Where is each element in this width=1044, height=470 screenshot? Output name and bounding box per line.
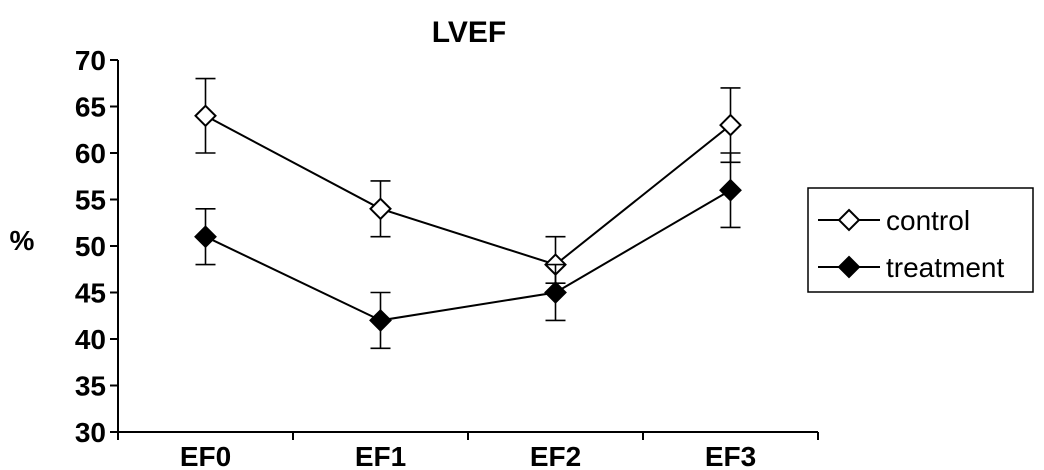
series-treatment [194, 152, 742, 350]
legend-label-control: control [886, 205, 970, 236]
y-tick-label-60: 60 [75, 138, 106, 169]
y-tick-label-45: 45 [75, 278, 106, 309]
x-tick-label-ef2: EF2 [530, 441, 581, 470]
x-tick-label-ef1: EF1 [355, 441, 406, 470]
series-layer [194, 77, 742, 350]
x-axis-ticks: EF0 EF1 EF2 EF3 [117, 432, 819, 470]
y-axis-label: % [10, 225, 35, 256]
legend-marker-treatment [837, 255, 861, 279]
series-line-treatment [205, 189, 732, 322]
y-tick-label-65: 65 [75, 92, 106, 123]
marker-treatment-ef3 [719, 178, 742, 202]
marker-control-ef3 [719, 113, 742, 137]
y-axis-ticks: 30 35 40 45 50 55 60 65 70 [75, 45, 118, 448]
legend-label-treatment: treatment [886, 252, 1004, 283]
marker-control-ef0 [194, 104, 217, 128]
marker-treatment-ef0 [194, 225, 217, 249]
x-tick-label-ef3: EF3 [705, 441, 756, 470]
marker-control-ef1 [369, 197, 392, 221]
y-tick-label-70: 70 [75, 45, 106, 76]
y-tick-label-35: 35 [75, 371, 106, 402]
y-tick-label-30: 30 [75, 417, 106, 448]
y-tick-label-50: 50 [75, 231, 106, 262]
series-control [194, 77, 742, 285]
legend: control treatment [807, 187, 1034, 293]
marker-treatment-ef1 [369, 308, 392, 332]
marker-treatment-ef2 [544, 281, 567, 304]
y-tick-label-40: 40 [75, 324, 106, 355]
series-line-control [205, 114, 732, 266]
chart-title: LVEF [432, 16, 506, 49]
x-tick-label-ef0: EF0 [180, 441, 231, 470]
legend-marker-control [837, 208, 861, 232]
y-tick-label-55: 55 [75, 185, 106, 216]
